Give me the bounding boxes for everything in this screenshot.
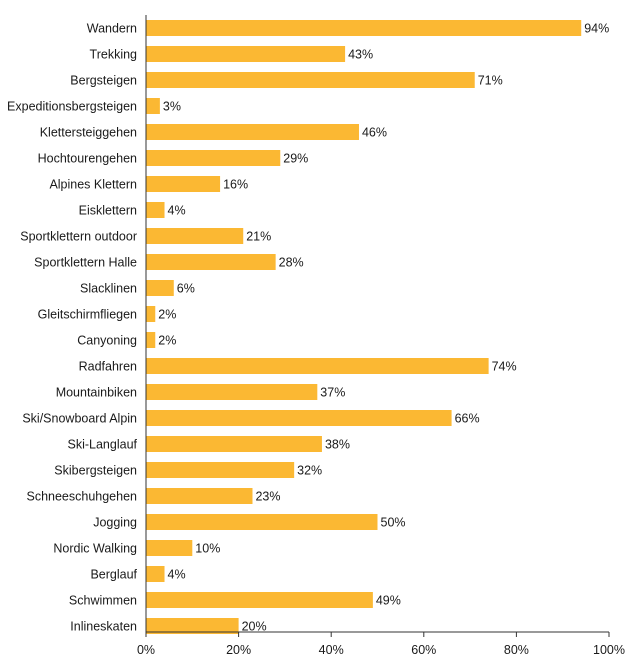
x-tick-label: 0%	[137, 643, 155, 657]
category-label: Canyoning	[77, 334, 137, 348]
bar	[146, 176, 221, 192]
category-label: Ski-Langlauf	[68, 438, 138, 452]
bar	[146, 124, 359, 140]
value-label: 3%	[163, 100, 181, 114]
category-label: Gleitschirmfliegen	[38, 308, 137, 322]
bar	[146, 384, 318, 400]
x-tick-label: 80%	[504, 643, 529, 657]
category-label: Klettersteiggehen	[40, 126, 137, 140]
bar	[146, 72, 475, 88]
category-label: Skibergsteigen	[54, 464, 137, 478]
bar	[146, 254, 276, 270]
bar	[146, 228, 244, 244]
bar	[146, 540, 193, 556]
x-tick-label: 100%	[593, 643, 625, 657]
x-tick-label: 40%	[319, 643, 344, 657]
category-label: Ski/Snowboard Alpin	[22, 412, 137, 426]
value-label: 49%	[376, 594, 401, 608]
value-label: 43%	[348, 48, 373, 62]
bar	[146, 358, 489, 374]
bars-group: 94%43%71%3%46%29%16%4%21%28%6%2%2%74%37%…	[146, 20, 609, 634]
category-label: Inlineskaten	[70, 620, 137, 634]
bar	[146, 488, 253, 504]
bar	[146, 618, 239, 634]
value-label: 2%	[158, 308, 176, 322]
category-label: Eisklettern	[79, 204, 137, 218]
category-label: Sportklettern outdoor	[20, 230, 137, 244]
bar	[146, 98, 160, 114]
category-label: Trekking	[90, 48, 138, 62]
bar	[146, 150, 281, 166]
bar	[146, 306, 156, 322]
value-label: 2%	[158, 334, 176, 348]
bar	[146, 410, 452, 426]
bar	[146, 592, 373, 608]
x-tick-label: 20%	[226, 643, 251, 657]
bar	[146, 462, 295, 478]
value-label: 66%	[455, 412, 480, 426]
category-label: Schwimmen	[69, 594, 137, 608]
category-label: Mountainbiken	[56, 386, 137, 400]
value-label: 28%	[279, 256, 304, 270]
category-label: Sportklettern Halle	[34, 256, 137, 270]
value-label: 23%	[255, 490, 280, 504]
category-label: Wandern	[87, 22, 137, 36]
category-label: Hochtourengehen	[38, 152, 137, 166]
value-label: 21%	[246, 230, 271, 244]
bar	[146, 280, 174, 296]
category-label: Alpines Klettern	[49, 178, 137, 192]
value-label: 46%	[362, 126, 387, 140]
value-label: 32%	[297, 464, 322, 478]
bar	[146, 202, 165, 218]
bar	[146, 566, 165, 582]
value-label: 4%	[168, 204, 186, 218]
bar	[146, 514, 378, 530]
value-label: 37%	[320, 386, 345, 400]
value-label: 10%	[195, 542, 220, 556]
value-label: 20%	[242, 620, 267, 634]
x-tick-label: 60%	[411, 643, 436, 657]
axes-group: Wandern Trekking Bergsteigen Expeditionsber…	[7, 15, 625, 657]
bar	[146, 436, 322, 452]
value-label: 4%	[168, 568, 186, 582]
value-label: 74%	[492, 360, 517, 374]
value-label: 16%	[223, 178, 248, 192]
value-label: 71%	[478, 74, 503, 88]
value-label: 50%	[381, 516, 406, 530]
bar	[146, 46, 346, 62]
value-label: 29%	[283, 152, 308, 166]
value-label: 94%	[584, 22, 609, 36]
bar	[146, 20, 582, 36]
category-label: Schneeschuhgehen	[26, 490, 137, 504]
category-label: Berglauf	[90, 568, 137, 582]
bar	[146, 332, 156, 348]
category-label: Slacklinen	[80, 282, 137, 296]
category-label: Jogging	[93, 516, 137, 530]
value-label: 6%	[177, 282, 195, 296]
category-label: Bergsteigen	[70, 74, 137, 88]
value-label: 38%	[325, 438, 350, 452]
category-label: Nordic Walking	[53, 542, 137, 556]
category-label: Expeditionsbergsteigen	[7, 100, 137, 114]
category-label: Radfahren	[79, 360, 137, 374]
